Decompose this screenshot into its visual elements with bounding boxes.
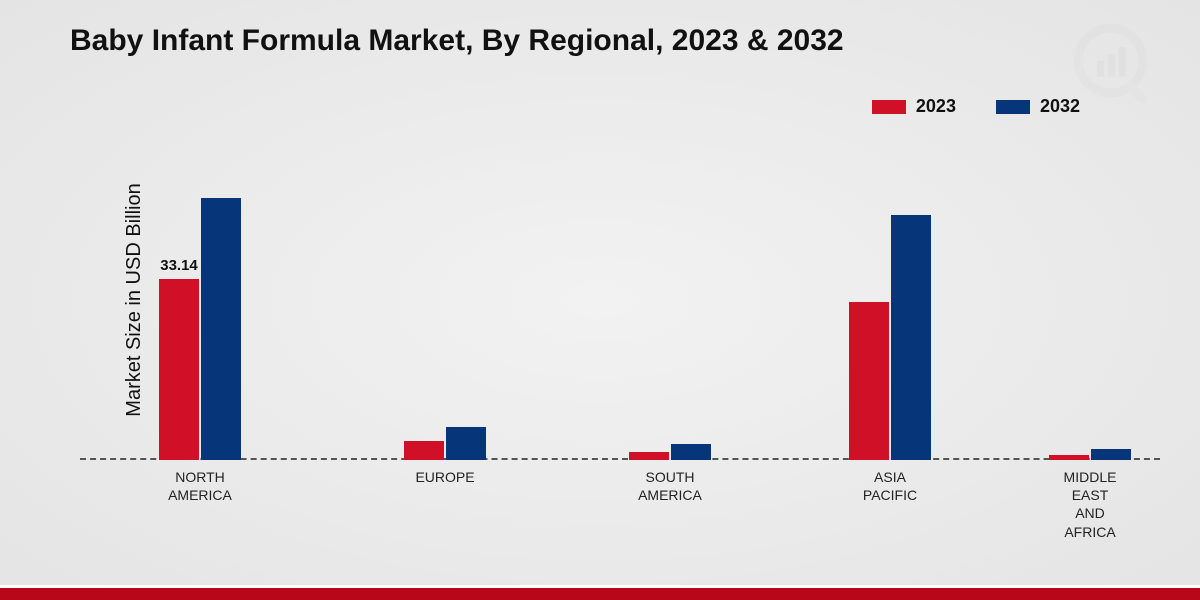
legend-swatch-2023 xyxy=(872,100,906,114)
brand-logo-icon xyxy=(1070,20,1160,110)
bar-group: 33.14 xyxy=(159,198,241,460)
footer-bar xyxy=(0,588,1200,600)
x-tick-label: MIDDLE EAST AND AFRICA xyxy=(1030,468,1150,541)
bar-2032 xyxy=(891,215,931,460)
x-tick-label: EUROPE xyxy=(385,468,505,486)
bar-2032 xyxy=(201,198,241,460)
legend-item-2023: 2023 xyxy=(872,96,956,117)
bar-2023 xyxy=(404,441,444,460)
legend-label-2023: 2023 xyxy=(916,96,956,117)
chart-container: Baby Infant Formula Market, By Regional,… xyxy=(0,0,1200,600)
bar-group xyxy=(849,215,931,460)
bar-2023 xyxy=(629,452,669,460)
plot-area: 33.14 xyxy=(80,160,1160,460)
bar-2032 xyxy=(1091,449,1131,460)
bar-group xyxy=(629,444,711,460)
bar-group xyxy=(404,427,486,460)
bar-2023: 33.14 xyxy=(159,279,199,460)
bar-group xyxy=(1049,449,1131,460)
bar-value-label: 33.14 xyxy=(160,257,198,274)
x-tick-label: ASIA PACIFIC xyxy=(830,468,950,504)
bar-2032 xyxy=(446,427,486,460)
chart-title: Baby Infant Formula Market, By Regional,… xyxy=(70,24,844,58)
x-tick-label: NORTH AMERICA xyxy=(140,468,260,504)
x-tick-label: SOUTH AMERICA xyxy=(610,468,730,504)
legend-label-2032: 2032 xyxy=(1040,96,1080,117)
x-axis: NORTH AMERICA EUROPE SOUTH AMERICA ASIA PAC… xyxy=(80,460,1160,560)
bar-2032 xyxy=(671,444,711,460)
legend-swatch-2032 xyxy=(996,100,1030,114)
legend: 2023 2032 xyxy=(872,96,1080,117)
legend-item-2032: 2032 xyxy=(996,96,1080,117)
bar-2023 xyxy=(849,302,889,460)
